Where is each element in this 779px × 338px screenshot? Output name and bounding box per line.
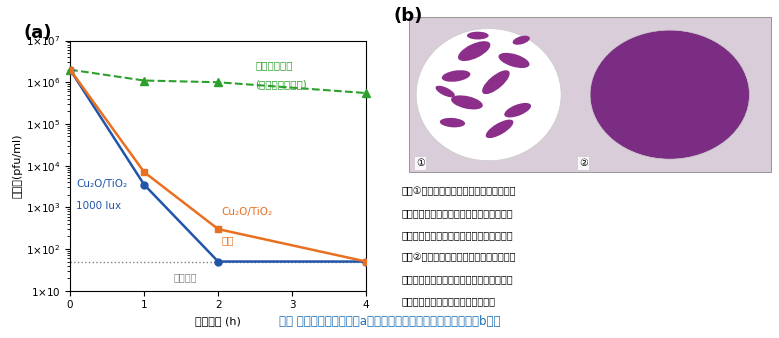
Text: 検出限界: 検出限界 bbox=[173, 272, 196, 282]
Text: スが細胞に感染し、破壊された箇所が白く: スが細胞に感染し、破壊された箇所が白く bbox=[401, 208, 513, 218]
Ellipse shape bbox=[442, 70, 471, 82]
Text: い。（ウイルスが不活化している）: い。（ウイルスが不活化している） bbox=[401, 296, 495, 306]
Text: (b): (b) bbox=[393, 7, 423, 25]
Ellipse shape bbox=[451, 95, 483, 110]
Ellipse shape bbox=[435, 86, 455, 97]
Text: 図　 ウイルス量の変化（a）とウイルス感染評価結果の一例（b）。: 図 ウイルス量の変化（a）とウイルス感染評価結果の一例（b）。 bbox=[279, 315, 500, 328]
Text: Cu₂O/TiO₂: Cu₂O/TiO₂ bbox=[76, 179, 127, 189]
Text: 暗所: 暗所 bbox=[222, 235, 234, 245]
Text: Cu₂O/TiO₂: Cu₂O/TiO₂ bbox=[222, 207, 273, 217]
Text: (a): (a) bbox=[23, 24, 52, 42]
Text: ロナウイルスによる細胞の破壊は見られな: ロナウイルスによる細胞の破壊は見られな bbox=[401, 274, 513, 284]
Ellipse shape bbox=[440, 118, 465, 127]
Text: 1000 lux: 1000 lux bbox=[76, 201, 122, 211]
Ellipse shape bbox=[504, 103, 531, 117]
Text: (光触媒材料なし): (光触媒材料なし) bbox=[255, 79, 307, 89]
Text: コントロール: コントロール bbox=[255, 60, 293, 70]
Y-axis label: 感染値(pfu/ml): 感染値(pfu/ml) bbox=[12, 134, 23, 198]
Ellipse shape bbox=[458, 41, 490, 61]
FancyBboxPatch shape bbox=[409, 17, 771, 172]
Ellipse shape bbox=[482, 70, 509, 94]
Text: 写真①：コントロール。新型コロナウイル: 写真①：コントロール。新型コロナウイル bbox=[401, 186, 516, 196]
Text: ①: ① bbox=[416, 158, 425, 168]
Text: 写真②：可視光応答形光触媒材料。新型コ: 写真②：可視光応答形光触媒材料。新型コ bbox=[401, 252, 516, 262]
Text: ②: ② bbox=[580, 158, 588, 168]
Ellipse shape bbox=[485, 120, 513, 138]
Ellipse shape bbox=[513, 36, 530, 45]
X-axis label: 照射時間 (h): 照射時間 (h) bbox=[196, 316, 241, 326]
Ellipse shape bbox=[416, 29, 561, 161]
Ellipse shape bbox=[467, 32, 488, 40]
Ellipse shape bbox=[499, 53, 530, 68]
Ellipse shape bbox=[590, 30, 749, 159]
Text: 見える。（ウイルスが不活化していない）: 見える。（ウイルスが不活化していない） bbox=[401, 230, 513, 240]
